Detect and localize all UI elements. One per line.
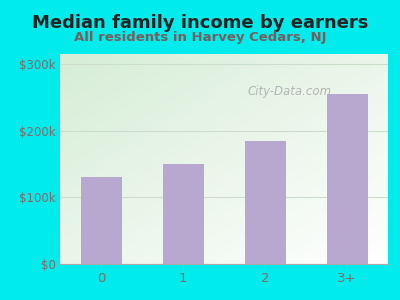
Bar [162,164,204,264]
Bar [326,94,368,264]
Bar [80,177,122,264]
Text: City-Data.com: City-Data.com [248,85,332,98]
Text: Median family income by earners: Median family income by earners [32,14,368,32]
Bar [244,141,286,264]
Text: All residents in Harvey Cedars, NJ: All residents in Harvey Cedars, NJ [74,32,326,44]
